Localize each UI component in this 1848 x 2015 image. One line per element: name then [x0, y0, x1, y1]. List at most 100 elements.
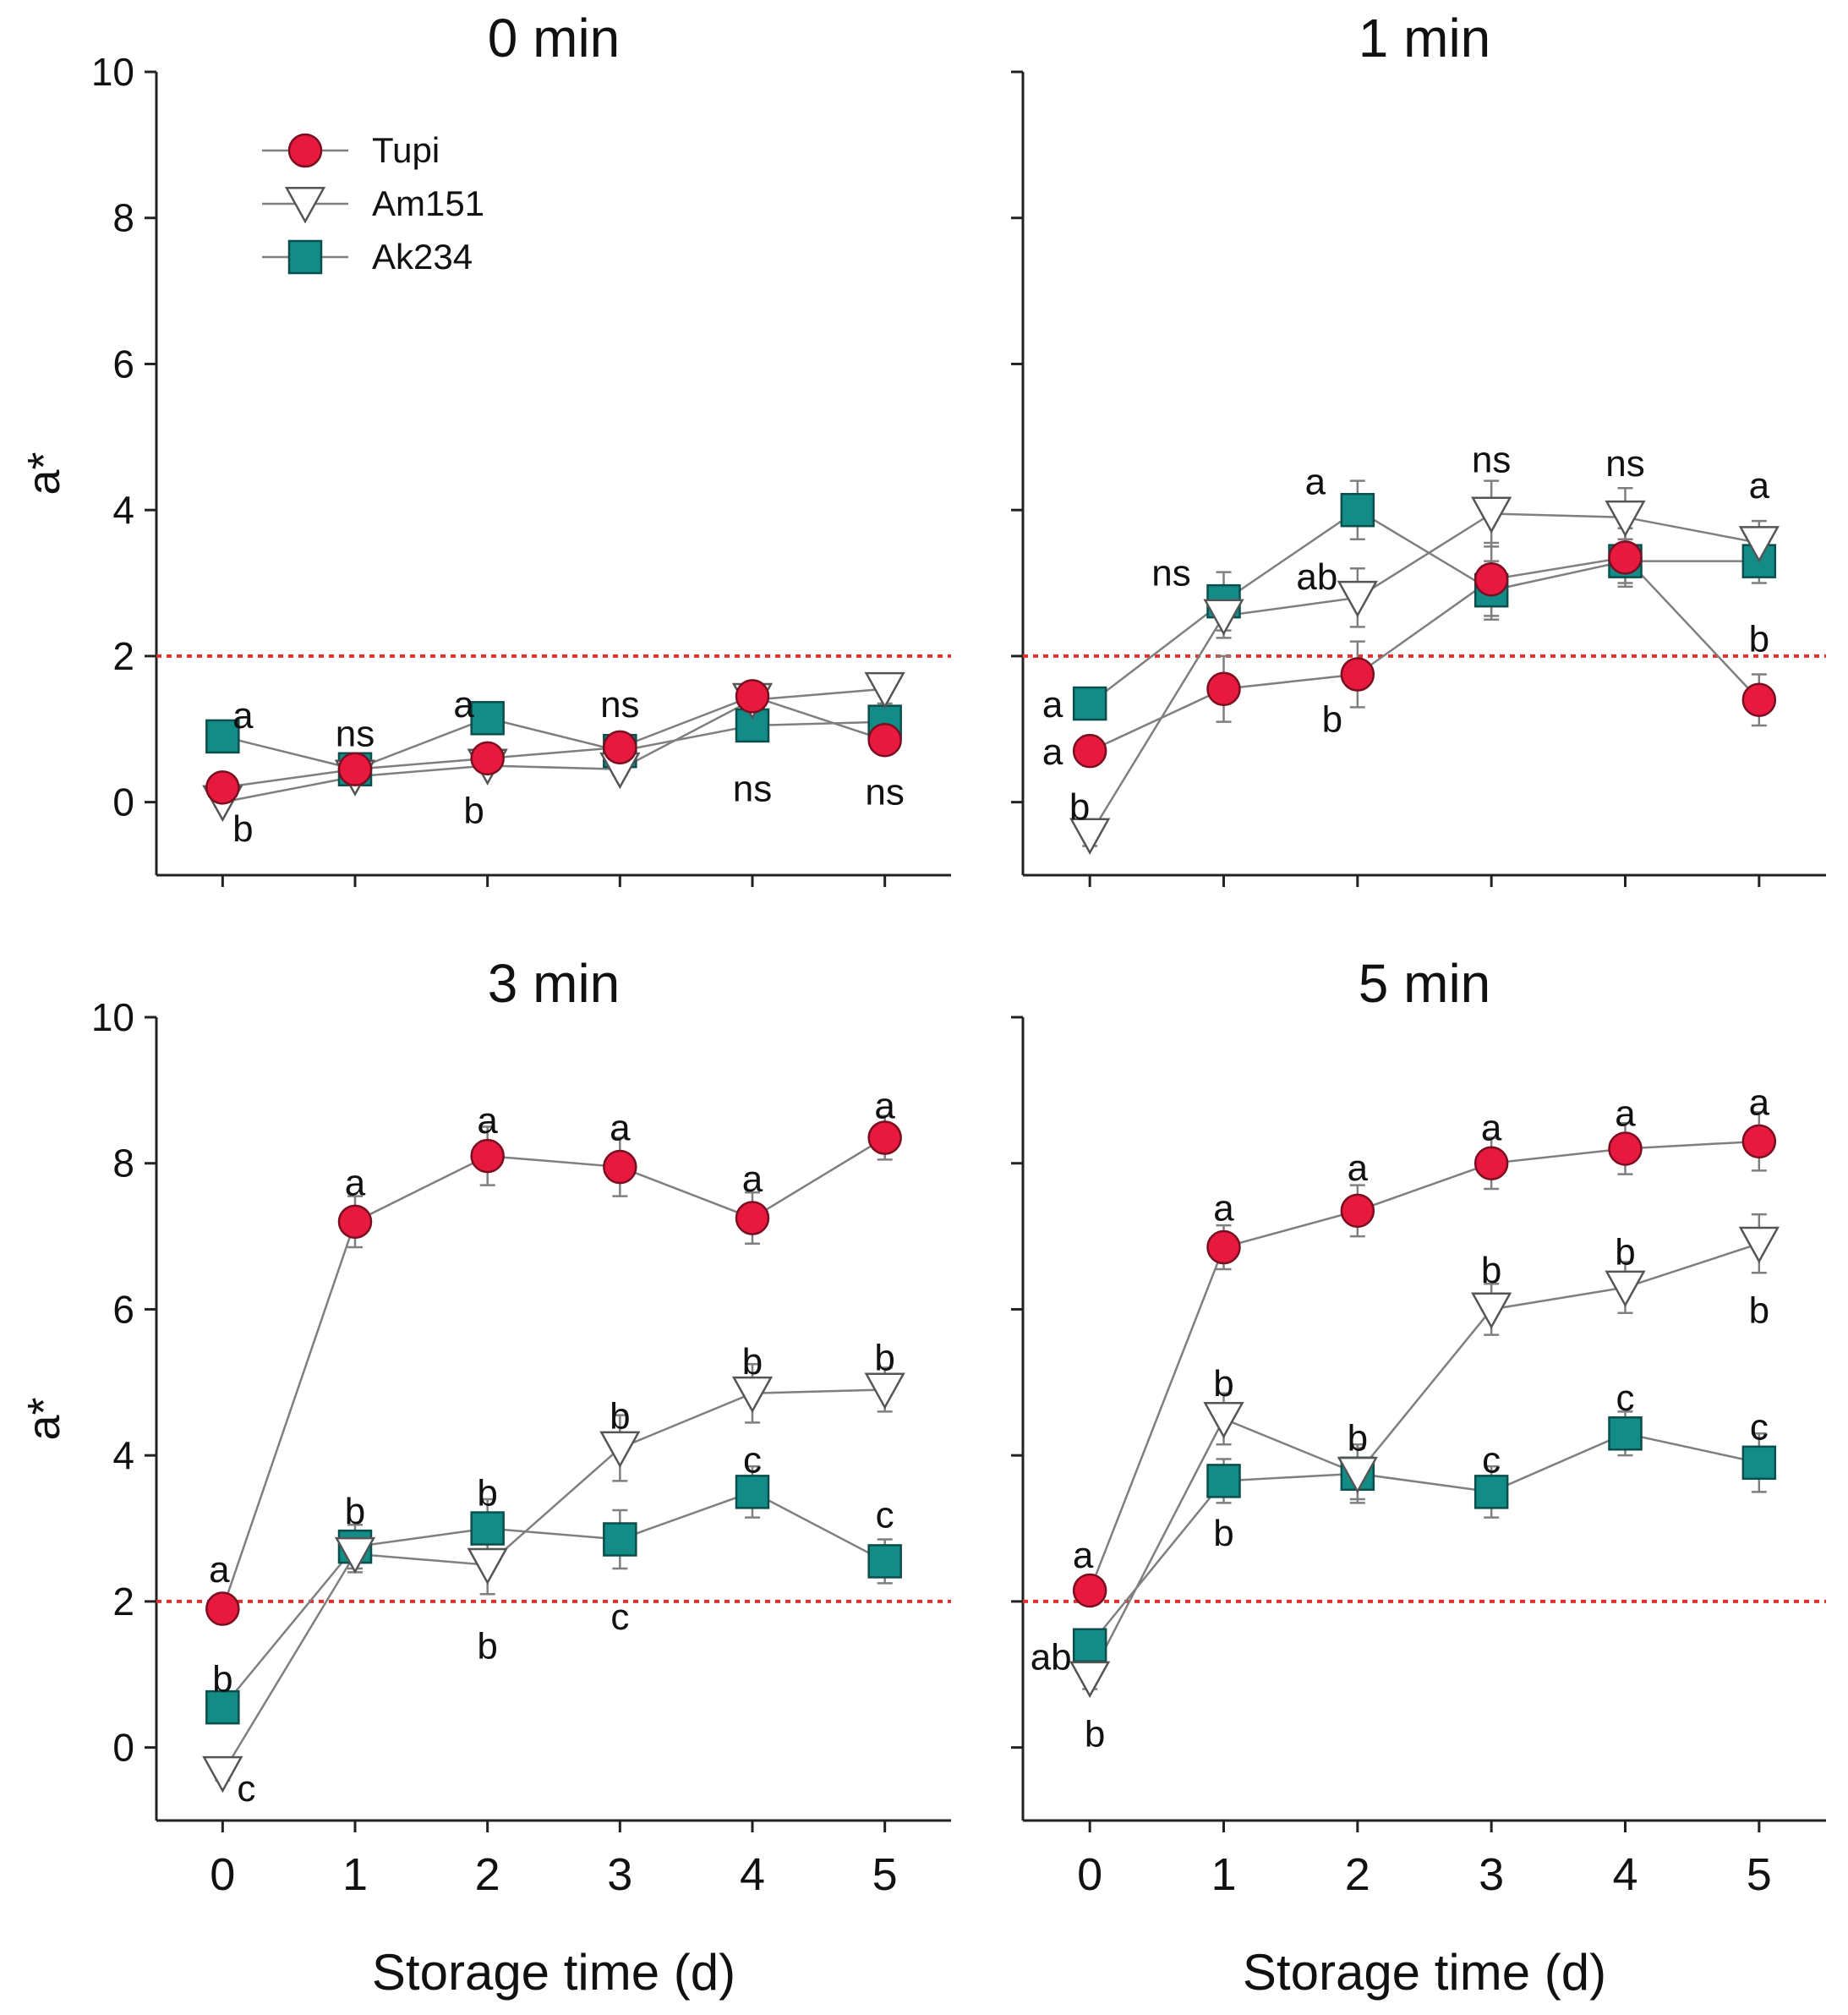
panel-title: 5 min — [1359, 953, 1491, 1014]
significance-label: a — [742, 1158, 763, 1200]
significance-label: a — [232, 695, 254, 736]
significance-label: b — [1069, 786, 1090, 828]
marker-am151 — [864, 671, 905, 709]
marker-am151 — [1337, 1456, 1378, 1494]
marker-tupi — [1741, 1124, 1777, 1159]
x-tick-label: 3 — [607, 1849, 632, 1900]
marker-tupi — [1473, 561, 1509, 597]
significance-label: b — [1615, 1231, 1635, 1273]
marker-tupi — [603, 1149, 637, 1185]
significance-label: b — [1749, 618, 1769, 660]
marker-tupi — [1072, 733, 1107, 769]
significance-label: ab — [1031, 1637, 1072, 1678]
series-line-am151 — [1089, 1242, 1760, 1679]
significance-label: b — [874, 1338, 894, 1379]
marker-am151 — [1605, 500, 1646, 538]
significance-label: a — [1615, 1092, 1636, 1134]
significance-label: ns — [865, 772, 904, 813]
marker-am151 — [334, 1536, 376, 1574]
significance-label: b — [1085, 1713, 1105, 1755]
marker-am151 — [1471, 496, 1512, 534]
marker-am151 — [1738, 526, 1780, 563]
panel-1: 0 2 4 6 8 10 0 min a* a b ns a b ns ns ns Tupi Am151 Ak234 — [19, 8, 951, 887]
marker-am151 — [1069, 1661, 1111, 1699]
legend-marker-am151 — [284, 187, 326, 224]
marker-ak234 — [1741, 1445, 1777, 1481]
series-line-tupi — [222, 695, 886, 789]
series-line-am151 — [222, 687, 885, 803]
marker-tupi — [867, 1120, 902, 1155]
marker-am151 — [1738, 1226, 1780, 1264]
significance-label: ns — [1605, 443, 1644, 485]
legend-label: Tupi — [372, 130, 440, 170]
series-line-am151 — [221, 1388, 885, 1774]
significance-label: b — [1348, 1418, 1368, 1459]
y-tick-label: 2 — [112, 1580, 134, 1623]
significance-label: a — [1042, 684, 1063, 726]
y-tick-label: 4 — [112, 1433, 134, 1477]
significance-label: b — [463, 790, 484, 831]
significance-label: a — [1749, 1081, 1770, 1123]
y-tick-label: 6 — [112, 342, 134, 386]
significance-label: ns — [600, 684, 639, 726]
marker-ak234 — [1608, 1416, 1643, 1451]
y-tick-label: 8 — [112, 1142, 134, 1185]
marker-tupi — [337, 752, 373, 787]
significance-label: a — [610, 1108, 631, 1149]
y-tick-label: 10 — [91, 50, 134, 94]
marker-am151 — [1069, 818, 1111, 855]
marker-ak234 — [603, 1522, 637, 1557]
marker-ak234 — [1340, 492, 1375, 528]
marker-am151 — [1203, 599, 1244, 636]
marker-ak234 — [1072, 686, 1107, 721]
marker-am151 — [599, 1431, 641, 1469]
marker-tupi — [337, 1204, 373, 1240]
significance-label: a — [209, 1549, 230, 1591]
panel-title: 0 min — [488, 8, 621, 68]
significance-label: c — [876, 1494, 894, 1536]
x-tick-label: 3 — [1479, 1849, 1504, 1900]
significance-label: a — [1213, 1188, 1234, 1229]
significance-label: b — [1481, 1250, 1501, 1291]
marker-am151 — [202, 1755, 243, 1793]
significance-label: b — [1213, 1513, 1233, 1554]
marker-ak234 — [205, 719, 240, 754]
significance-label: a — [1749, 465, 1770, 506]
legend-label: Am151 — [372, 183, 484, 223]
series-line-ak234 — [221, 1491, 886, 1708]
marker-am151 — [1605, 1270, 1646, 1308]
significance-label: b — [1749, 1289, 1769, 1331]
y-tick-label: 10 — [91, 995, 134, 1039]
significance-label: b — [345, 1491, 365, 1532]
marker-tupi — [205, 1591, 240, 1626]
x-tick-label: 2 — [475, 1849, 500, 1900]
significance-label: a — [1073, 1535, 1094, 1576]
marker-ak234 — [1473, 1475, 1509, 1509]
marker-tupi — [1206, 1229, 1241, 1265]
significance-label: a — [874, 1086, 895, 1127]
marker-tupi — [603, 730, 637, 765]
significance-label: b — [742, 1341, 763, 1383]
y-tick-label: 0 — [112, 780, 134, 824]
marker-ak234 — [470, 1511, 505, 1546]
marker-tupi — [205, 770, 240, 805]
y-tick-label: 0 — [112, 1726, 134, 1770]
series-line-ak234 — [1089, 1432, 1760, 1646]
marker-am151 — [1471, 1292, 1512, 1329]
significance-label: c — [743, 1440, 762, 1481]
marker-ak234 — [205, 1689, 240, 1725]
marker-tupi — [735, 1201, 770, 1235]
significance-label: c — [1616, 1377, 1635, 1419]
x-tick-label: 0 — [1077, 1849, 1102, 1900]
marker-ak234 — [867, 1544, 902, 1579]
y-tick-label: 8 — [112, 196, 134, 240]
marker-tupi — [1741, 682, 1777, 717]
x-tick-label: 0 — [210, 1849, 235, 1900]
panel-title: 3 min — [488, 953, 621, 1014]
x-axis-label: Storage time (d) — [1243, 1944, 1606, 2001]
marker-tupi — [1340, 657, 1375, 692]
significance-label: a — [477, 1100, 498, 1142]
